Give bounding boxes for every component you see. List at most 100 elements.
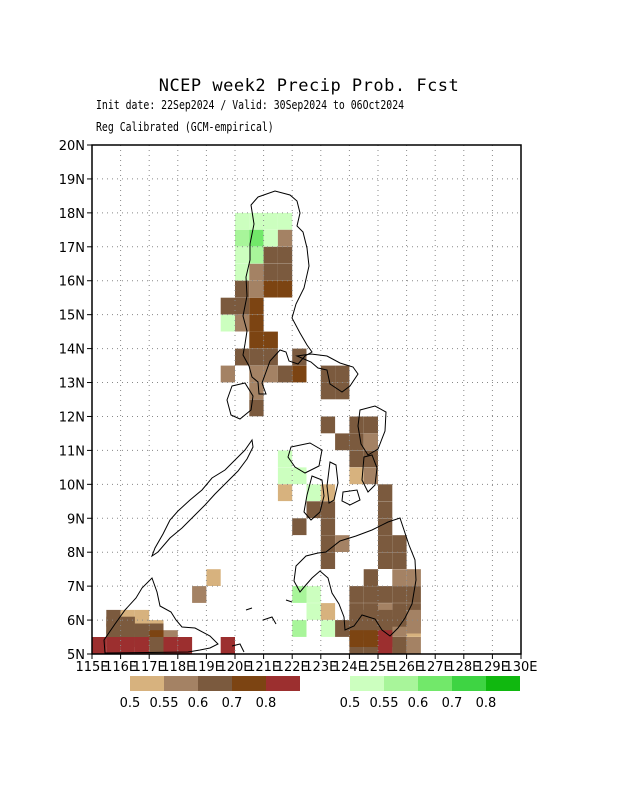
probability-cell xyxy=(277,246,293,264)
coastline-panay xyxy=(287,442,323,474)
probability-cell xyxy=(277,365,293,383)
probability-cell xyxy=(249,280,264,298)
y-tick-label: 18N xyxy=(59,207,85,222)
probability-cell xyxy=(249,314,264,332)
probability-cell xyxy=(163,637,178,654)
y-tick-label: 10N xyxy=(59,478,85,493)
coastlines xyxy=(103,190,417,654)
x-tick-label: 129E xyxy=(476,660,509,675)
dry-legend-label: 0.5 xyxy=(120,696,141,711)
dry-legend-label: 0.55 xyxy=(150,696,179,711)
x-tick-label: 124E xyxy=(333,660,366,675)
coastline-bicol xyxy=(295,353,359,393)
map-title: NCEP week2 Precip Prob. Fcst xyxy=(158,76,460,96)
probability-cell xyxy=(277,212,293,230)
probability-cell xyxy=(249,297,264,315)
probability-cell xyxy=(392,586,407,603)
probability-cell xyxy=(249,212,264,230)
probability-cell xyxy=(220,365,235,383)
x-tick-label: 130E xyxy=(504,660,537,675)
x-tick-label: 118E xyxy=(161,660,194,675)
wet-legend-label: 0.55 xyxy=(370,696,399,711)
coastline-cebu xyxy=(326,461,339,504)
x-tick-label: 121E xyxy=(247,660,280,675)
probability-cell xyxy=(378,484,393,502)
probability-cell xyxy=(220,297,235,315)
wet-legend-swatch xyxy=(452,676,486,691)
probability-cell xyxy=(306,501,321,519)
probability-cell xyxy=(235,246,250,264)
probability-cell xyxy=(249,229,264,247)
wet-legend-swatch xyxy=(384,676,418,691)
probability-cell xyxy=(363,630,378,647)
x-tick-label: 128E xyxy=(447,660,480,675)
x-tick-label: 116E xyxy=(104,660,137,675)
probability-cell xyxy=(206,569,221,586)
probability-cell xyxy=(134,637,150,654)
probability-cell xyxy=(134,623,150,641)
wet-legend-label: 0.7 xyxy=(442,696,463,711)
probability-cell xyxy=(134,609,150,627)
y-tick-label: 8N xyxy=(67,546,85,561)
dry-legend-swatch xyxy=(164,676,198,691)
wet-legend-label: 0.8 xyxy=(476,696,497,711)
dry-legend-swatch xyxy=(232,676,266,691)
dry-legend-swatch xyxy=(198,676,232,691)
probability-cell xyxy=(235,297,250,315)
dry-legend-label: 0.7 xyxy=(222,696,243,711)
y-tick-label: 13N xyxy=(59,377,85,392)
probability-cell xyxy=(292,365,307,383)
probability-cell xyxy=(320,535,336,552)
probability-cell xyxy=(263,212,278,230)
probability-cell xyxy=(378,535,393,552)
probability-cell xyxy=(349,450,364,468)
probability-cell xyxy=(235,229,250,247)
probability-cell xyxy=(320,518,336,536)
probability-cell xyxy=(378,586,393,603)
dry-legend-label: 0.8 xyxy=(256,696,277,711)
y-tick-label: 12N xyxy=(59,410,85,425)
y-tick-label: 5N xyxy=(67,648,85,663)
probability-cell xyxy=(277,229,293,247)
y-tick-label: 11N xyxy=(59,444,85,459)
probability-cell xyxy=(363,586,378,603)
probability-cell xyxy=(320,416,336,434)
probability-cell xyxy=(249,348,264,366)
wet-legend-swatch xyxy=(486,676,520,691)
x-tick-label: 115E xyxy=(75,660,108,675)
coastline-samar xyxy=(357,405,387,456)
probability-cell xyxy=(92,637,107,654)
coastline-mindoro xyxy=(226,382,254,420)
coastline-negros xyxy=(303,475,325,521)
probability-cell xyxy=(349,467,364,485)
probability-cell xyxy=(306,484,321,502)
probability-cell xyxy=(120,637,135,654)
probability-cell xyxy=(363,467,378,485)
dry-legend-swatch xyxy=(266,676,300,691)
coastline-leyte xyxy=(361,454,378,493)
probability-cell xyxy=(277,467,293,485)
probability-cell xyxy=(378,552,393,569)
probability-cell xyxy=(106,637,121,654)
probability-cell xyxy=(263,263,278,281)
probability-cell xyxy=(249,246,264,264)
map-axes: 115E116E117E118E119E120E121E122E123E124E… xyxy=(59,139,538,675)
probability-cell xyxy=(320,620,336,637)
probability-cell xyxy=(406,616,421,634)
x-tick-label: 127E xyxy=(419,660,452,675)
x-tick-label: 119E xyxy=(190,660,223,675)
probability-cell xyxy=(263,229,278,247)
probability-cell xyxy=(320,501,336,519)
probability-cell xyxy=(363,433,378,451)
probability-cell xyxy=(235,280,250,298)
y-tick-label: 20N xyxy=(59,139,85,154)
y-tick-label: 14N xyxy=(59,343,85,358)
probability-cells xyxy=(92,212,421,654)
x-tick-label: 123E xyxy=(304,660,337,675)
y-tick-label: 7N xyxy=(67,580,85,595)
y-tick-label: 19N xyxy=(59,173,85,188)
probability-cell xyxy=(235,314,250,332)
y-tick-label: 16N xyxy=(59,275,85,290)
probability-cell xyxy=(292,620,307,637)
dry-legend-label: 0.6 xyxy=(188,696,209,711)
